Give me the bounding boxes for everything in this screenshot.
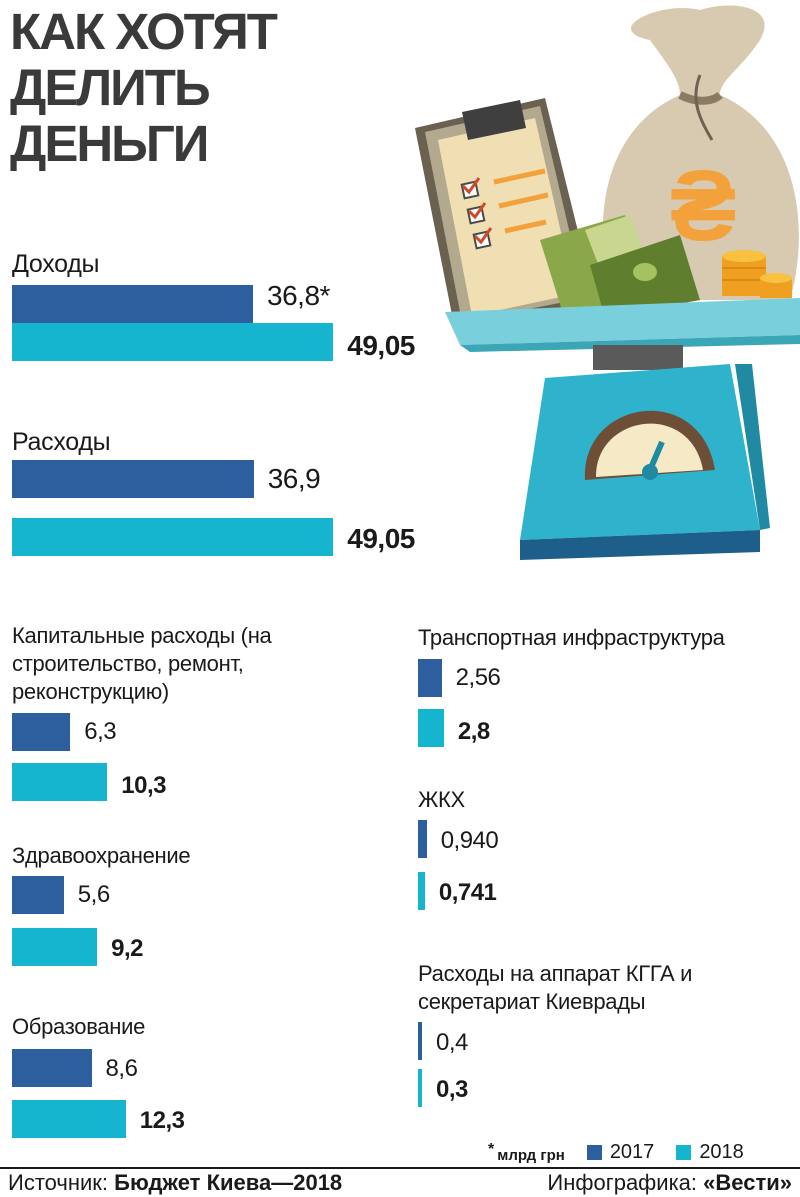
value-health-2017: 5,6 [77, 881, 110, 908]
value-expenses-2017: 36,9 [267, 463, 321, 494]
legend: * млрд грн 2017 2018 [488, 1140, 744, 1164]
legend-item-2017: 2017 [586, 1141, 654, 1164]
title-line-2: ДЕЛИТЬ [10, 59, 211, 116]
bar-transport-2018 [418, 709, 444, 747]
coins-icon [722, 250, 792, 298]
footer: Источник: Бюджет Киева—2018 Инфографика:… [0, 1167, 800, 1197]
value-education-2018: 12,3 [139, 1107, 185, 1134]
credit: Инфографика: «Вести» [547, 1170, 792, 1195]
group-label-expenses: Расходы [12, 428, 111, 456]
value-housing-2018: 0,741 [438, 879, 497, 906]
bar-education-2018 [12, 1100, 126, 1138]
value-transport-2017: 2,56 [455, 664, 501, 691]
bar-income-2017 [12, 285, 254, 323]
bar-housing-2018 [418, 872, 425, 910]
bar-health-2017 [12, 876, 64, 914]
money-bag-icon: ₴ [602, 5, 799, 300]
legend-unit: * млрд грн [488, 1140, 565, 1164]
value-housing-2017: 0,940 [440, 827, 499, 854]
group-label-health: Здравоохранение [12, 843, 191, 868]
value-health-2018: 9,2 [111, 935, 143, 962]
bar-transport-2017 [418, 659, 442, 697]
value-education-2017: 8,6 [105, 1055, 138, 1082]
value-income-2017: 36,8* [267, 280, 330, 311]
bar-income-2018 [12, 323, 334, 361]
value-capital-2017: 6,3 [84, 718, 117, 745]
bar-expenses-2017 [12, 460, 254, 498]
legend-item-2018: 2018 [676, 1141, 744, 1164]
value-administration-2018: 0,3 [436, 1076, 468, 1103]
scale-icon [445, 298, 800, 560]
group-label-income: Доходы [12, 250, 100, 278]
bar-expenses-2018 [12, 518, 334, 556]
bar-capital-2017 [12, 713, 71, 751]
legend-swatch-2017 [586, 1144, 602, 1160]
value-income-2018: 49,05 [347, 330, 415, 361]
title-line-1: КАК ХОТЯТ [10, 3, 278, 60]
legend-swatch-2018 [676, 1144, 692, 1160]
chart-title: КАК ХОТЯТ ДЕЛИТЬ ДЕНЬГИ [10, 4, 340, 172]
bar-health-2018 [12, 928, 98, 966]
group-label-capital: Капитальные расходы (на строительство, р… [12, 623, 272, 704]
bar-capital-2018 [12, 763, 108, 801]
bar-administration-2017 [418, 1022, 422, 1060]
group-label-education: Образование [12, 1014, 146, 1039]
bar-administration-2018 [418, 1069, 422, 1107]
value-expenses-2018: 49,05 [347, 523, 415, 554]
banknotes-icon [540, 215, 700, 320]
source: Источник: Бюджет Киева—2018 [8, 1170, 343, 1195]
bar-housing-2017 [418, 820, 427, 858]
group-label-administration: Расходы на аппарат КГГА и секретариат Ки… [418, 961, 693, 1014]
clipboard-icon [415, 98, 595, 330]
bar-education-2017 [12, 1049, 92, 1087]
title-line-3: ДЕНЬГИ [10, 115, 209, 172]
money-scale-illustration: ₴ [415, 5, 800, 560]
value-transport-2018: 2,8 [457, 718, 490, 745]
group-label-transport: Транспортная инфраструктура [418, 625, 725, 650]
value-capital-2018: 10,3 [121, 772, 166, 799]
value-administration-2017: 0,4 [436, 1029, 468, 1056]
group-label-housing: ЖКХ [418, 787, 465, 812]
